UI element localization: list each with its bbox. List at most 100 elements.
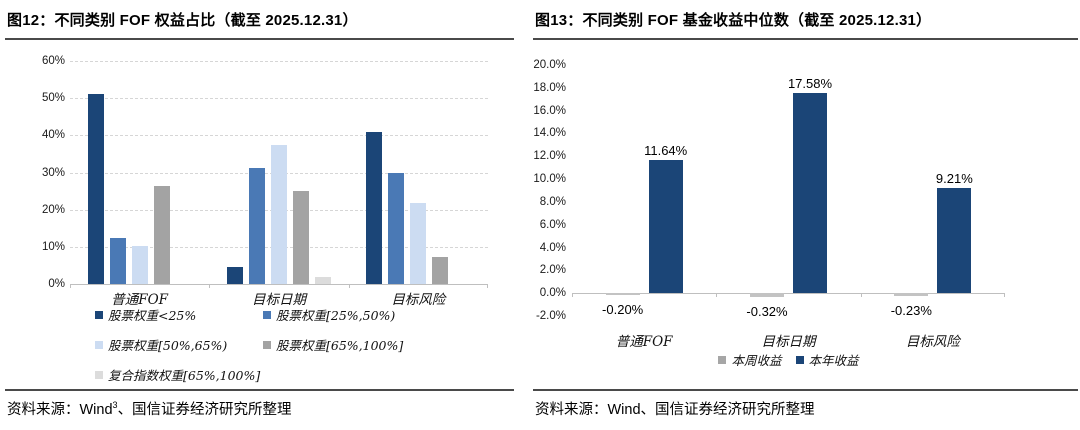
legend-item: 股票权重[65%,100%] [263,335,431,354]
bar [87,93,104,284]
legend-marker [95,370,103,379]
x-axis-line [70,284,488,285]
ytick-label: 0% [48,278,65,290]
legend-marker [795,355,804,364]
y-axis-labels: 60% 50% 40% 30% 20% 10% 0% [5,55,65,290]
gridline [70,135,488,137]
ytick-label: 20% [41,203,65,216]
bar-value-label: 9.21% [935,171,973,187]
figure-13-panel: 图13：不同类别 FOF 基金收益中位数（截至 2025.12.31） 20.0… [533,0,1078,430]
source-note: 资料来源：Wind3、国信证券经济研究所整理 [7,398,292,419]
ytick-label: 2.0% [539,264,566,277]
axis-tick [860,293,862,298]
ytick-label: 40% [41,129,65,142]
plot-area: -0.20% 11.64% 普通FOF -0.32% 17.58% 目标日期 -0.23% 9… [572,65,1005,350]
gridline [70,61,488,62]
source-note: 资料来源：Wind、国信证券经济研究所整理 [535,398,815,419]
axis-tick [209,284,211,288]
legend-label: 股票权重[25%,50%) [276,308,396,323]
source-text-suffix: 、国信证券经济研究所整理 [117,402,292,418]
source-divider [5,389,514,391]
ytick-label: 4.0% [539,241,566,254]
category-label: 普通FOF [111,292,169,308]
bar [153,186,170,284]
bar-value-label: 11.64% [644,143,688,159]
legend-item: 本周收益 [718,350,782,369]
ytick-label: 18.0% [533,81,566,94]
axis-tick [1004,293,1005,298]
bar [605,293,640,296]
legend-marker [95,340,103,349]
x-axis-line [572,293,1005,295]
ytick-label: -2.0% [535,310,566,322]
legend-label: 复合指数权重[65%,100%] [108,368,261,383]
ytick-label: 12.0% [533,150,566,163]
ytick-label: 14.0% [533,127,566,140]
bar [366,131,383,284]
bar [648,160,683,294]
axis-tick [716,293,718,298]
bar-value-label: -0.32% [746,303,788,319]
plot-area: 普通FOF 目标日期 目标风险 [70,61,488,308]
ytick-label: 0.0% [539,287,566,300]
figure-13-title: 图13：不同类别 FOF 基金收益中位数（截至 2025.12.31） [535,12,932,29]
bar [937,188,972,294]
legend-item: 本年收益 [795,350,859,369]
title-divider [533,38,1078,40]
axis-tick [487,284,488,288]
ytick-label: 50% [41,92,65,105]
source-superscript: 3 [112,400,118,411]
bar-value-label: -0.20% [602,302,644,318]
legend-marker [263,340,271,349]
legend-label: 股票权重[50%,65%) [108,338,228,353]
legend-item: 股票权重[50%,65%) [95,335,263,354]
title-divider [5,38,514,40]
ytick-label: 6.0% [539,218,566,231]
bar [432,256,449,284]
bar [410,203,427,284]
bar [227,267,243,284]
source-divider [533,389,1078,391]
ytick-label: 8.0% [539,195,566,208]
legend-marker [263,310,271,319]
bar [249,168,265,284]
legend: 本周收益 本年收益 [572,350,1005,369]
legend: 股票权重<25% 股票权重[25%,50%) 股票权重[50%,65%) 股票权重[6… [95,305,485,395]
figure-12-title: 图12：不同类别 FOF 权益占比（截至 2025.12.31） [7,12,358,29]
bar [894,293,929,296]
ytick-label: 30% [41,166,65,179]
legend-marker [718,355,727,364]
bar [315,277,331,284]
figure-12-panel: 图12：不同类别 FOF 权益占比（截至 2025.12.31） 60% 50% 4… [5,0,514,430]
category-label: 目标风险 [905,334,960,351]
y-axis-labels: 20.0% 18.0% 16.0% 14.0% 12.0% 10.0% 8.0% 6.0% 4.… [533,59,566,322]
category-label: 普通FOF [615,334,673,351]
legend-label: 股票权重<25% [108,308,197,323]
axis-tick [572,293,573,298]
bar [388,173,405,284]
axis-tick [348,284,350,288]
bar [293,191,309,284]
legend-label: 本周收益 [731,353,782,368]
bar-value-label: -0.23% [890,302,932,318]
category-label: 目标风险 [391,292,446,308]
ytick-label: 20.0% [533,59,566,71]
axis-tick [70,284,71,288]
ytick-label: 10% [41,240,65,253]
legend-marker [95,310,103,319]
legend-label: 本年收益 [808,353,859,368]
bar [271,144,287,284]
legend-item: 股票权重[25%,50%) [263,305,431,324]
legend-label: 股票权重[65%,100%] [276,338,404,353]
source-text-prefix: 资料来源：Wind [7,402,113,418]
source-text-suffix: 、国信证券经济研究所整理 [640,402,815,418]
bar-value-label: 17.58% [787,75,833,91]
bar [750,293,784,297]
ytick-label: 10.0% [533,173,566,186]
source-text-prefix: 资料来源：Wind [535,402,641,418]
ytick-label: 16.0% [533,104,566,117]
category-label: 目标日期 [761,334,816,351]
bar [793,92,827,294]
ytick-label: 60% [41,55,65,67]
